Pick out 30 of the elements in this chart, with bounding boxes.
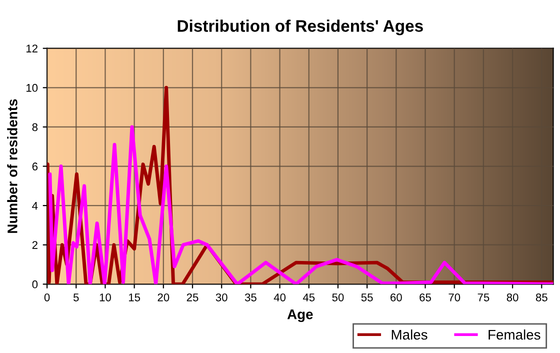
x-tick-label: 5 [73, 294, 79, 302]
legend-label: Females [488, 329, 540, 340]
legend-label: Males [392, 329, 428, 340]
y-tick-label: 2 [32, 241, 38, 249]
x-tick-label: 40 [274, 293, 286, 302]
x-tick-label: 25 [186, 293, 198, 302]
x-tick-label: 35 [244, 293, 256, 302]
x-tick-label: 30 [216, 293, 228, 302]
y-tick-label: 12 [26, 44, 38, 52]
y-tick-label: 0 [32, 280, 38, 288]
x-tick-label: 10 [100, 293, 111, 302]
y-tick-label: 6 [32, 162, 38, 170]
x-tick-label: 75 [478, 294, 490, 302]
y-tick-label: 8 [32, 123, 38, 132]
y-tick-label: 10 [26, 84, 38, 92]
y-tick-label: 4 [32, 202, 38, 210]
x-tick-label: 55 [361, 294, 373, 302]
x-axis-title: Age [287, 310, 313, 322]
x-tick-label: 15 [128, 294, 140, 302]
x-tick-label: 85 [536, 293, 548, 302]
x-tick-label: 0 [44, 293, 50, 302]
chart-title: Distribution of Residents' Ages [178, 20, 423, 36]
x-tick-label: 20 [158, 293, 170, 302]
x-tick-label: 80 [506, 293, 518, 302]
x-tick-label: 45 [302, 294, 315, 302]
x-tick-label: 50 [332, 293, 344, 302]
y-axis-title: Number of residents [7, 99, 18, 233]
x-tick-label: 70 [448, 293, 460, 302]
x-tick-label: 60 [390, 293, 402, 302]
x-tick-label: 65 [420, 293, 431, 302]
